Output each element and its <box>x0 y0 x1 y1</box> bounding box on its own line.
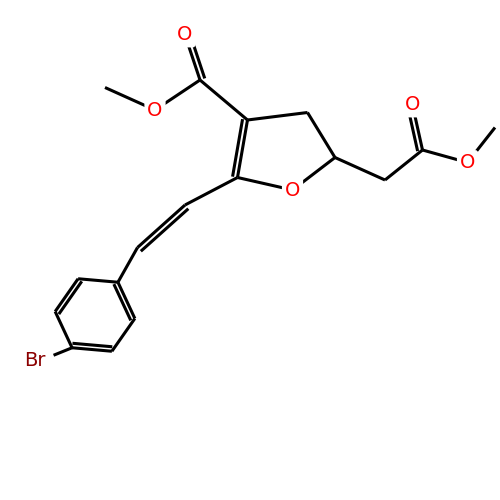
Text: O: O <box>405 96 420 114</box>
Text: O: O <box>148 100 162 119</box>
Text: Br: Br <box>24 351 46 370</box>
Text: O: O <box>178 26 192 44</box>
Text: O: O <box>460 153 475 172</box>
Text: O: O <box>285 180 300 200</box>
